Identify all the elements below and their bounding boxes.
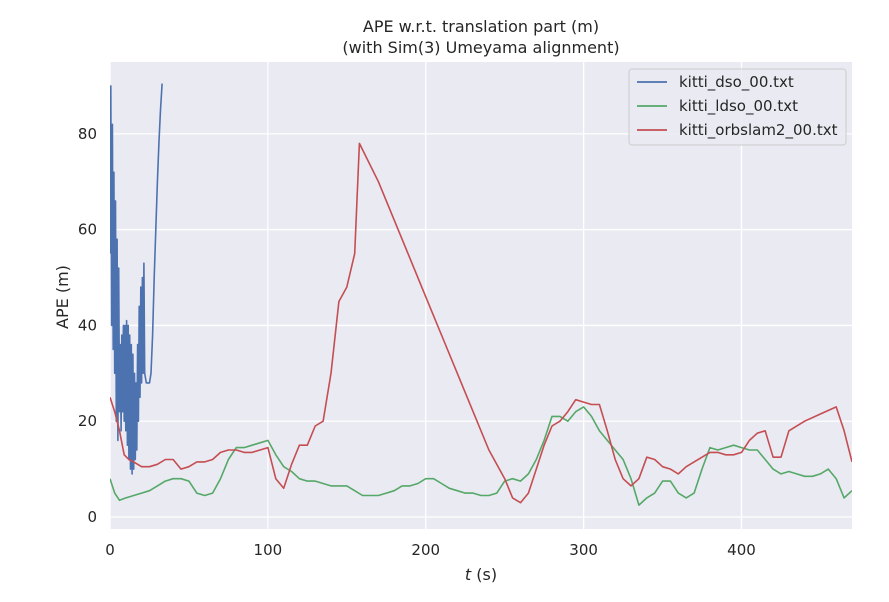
x-axis-label: t (s) — [465, 565, 497, 584]
x-tick-label: 400 — [727, 541, 756, 559]
x-axis-label-var: t — [465, 565, 472, 584]
series-line-dso — [110, 83, 163, 475]
chart-title-line2: (with Sim(3) Umeyama alignment) — [342, 38, 619, 57]
y-tick-label: 40 — [78, 316, 97, 334]
series-line-orbslam2 — [110, 142, 852, 504]
legend-label-ldso: kitti_ldso_00.txt — [679, 97, 798, 116]
tick-labels: 0 100 200 300 400 0 20 40 60 80 — [78, 125, 756, 559]
series-line-ldso — [110, 406, 852, 506]
y-tick-label: 0 — [87, 508, 97, 526]
x-axis-label-unit: (s) — [471, 565, 497, 584]
x-tick-label: 100 — [254, 541, 283, 559]
x-tick-label: 0 — [105, 541, 115, 559]
x-tick-label: 200 — [411, 541, 440, 559]
y-tick-label: 80 — [78, 125, 97, 143]
chart-title-line1: APE w.r.t. translation part (m) — [363, 17, 599, 36]
legend-box — [628, 68, 847, 146]
legend: kitti_dso_00.txt kitti_ldso_00.txt kitti_o… — [628, 68, 847, 146]
y-tick-label: 20 — [78, 412, 97, 430]
x-tick-label: 300 — [569, 541, 598, 559]
y-tick-label: 60 — [78, 221, 97, 239]
series-lines — [110, 83, 852, 506]
y-axis-label: APE (m) — [53, 265, 72, 329]
legend-label-orbslam2: kitti_orbslam2_00.txt — [679, 121, 838, 140]
legend-label-dso: kitti_dso_00.txt — [679, 73, 794, 92]
